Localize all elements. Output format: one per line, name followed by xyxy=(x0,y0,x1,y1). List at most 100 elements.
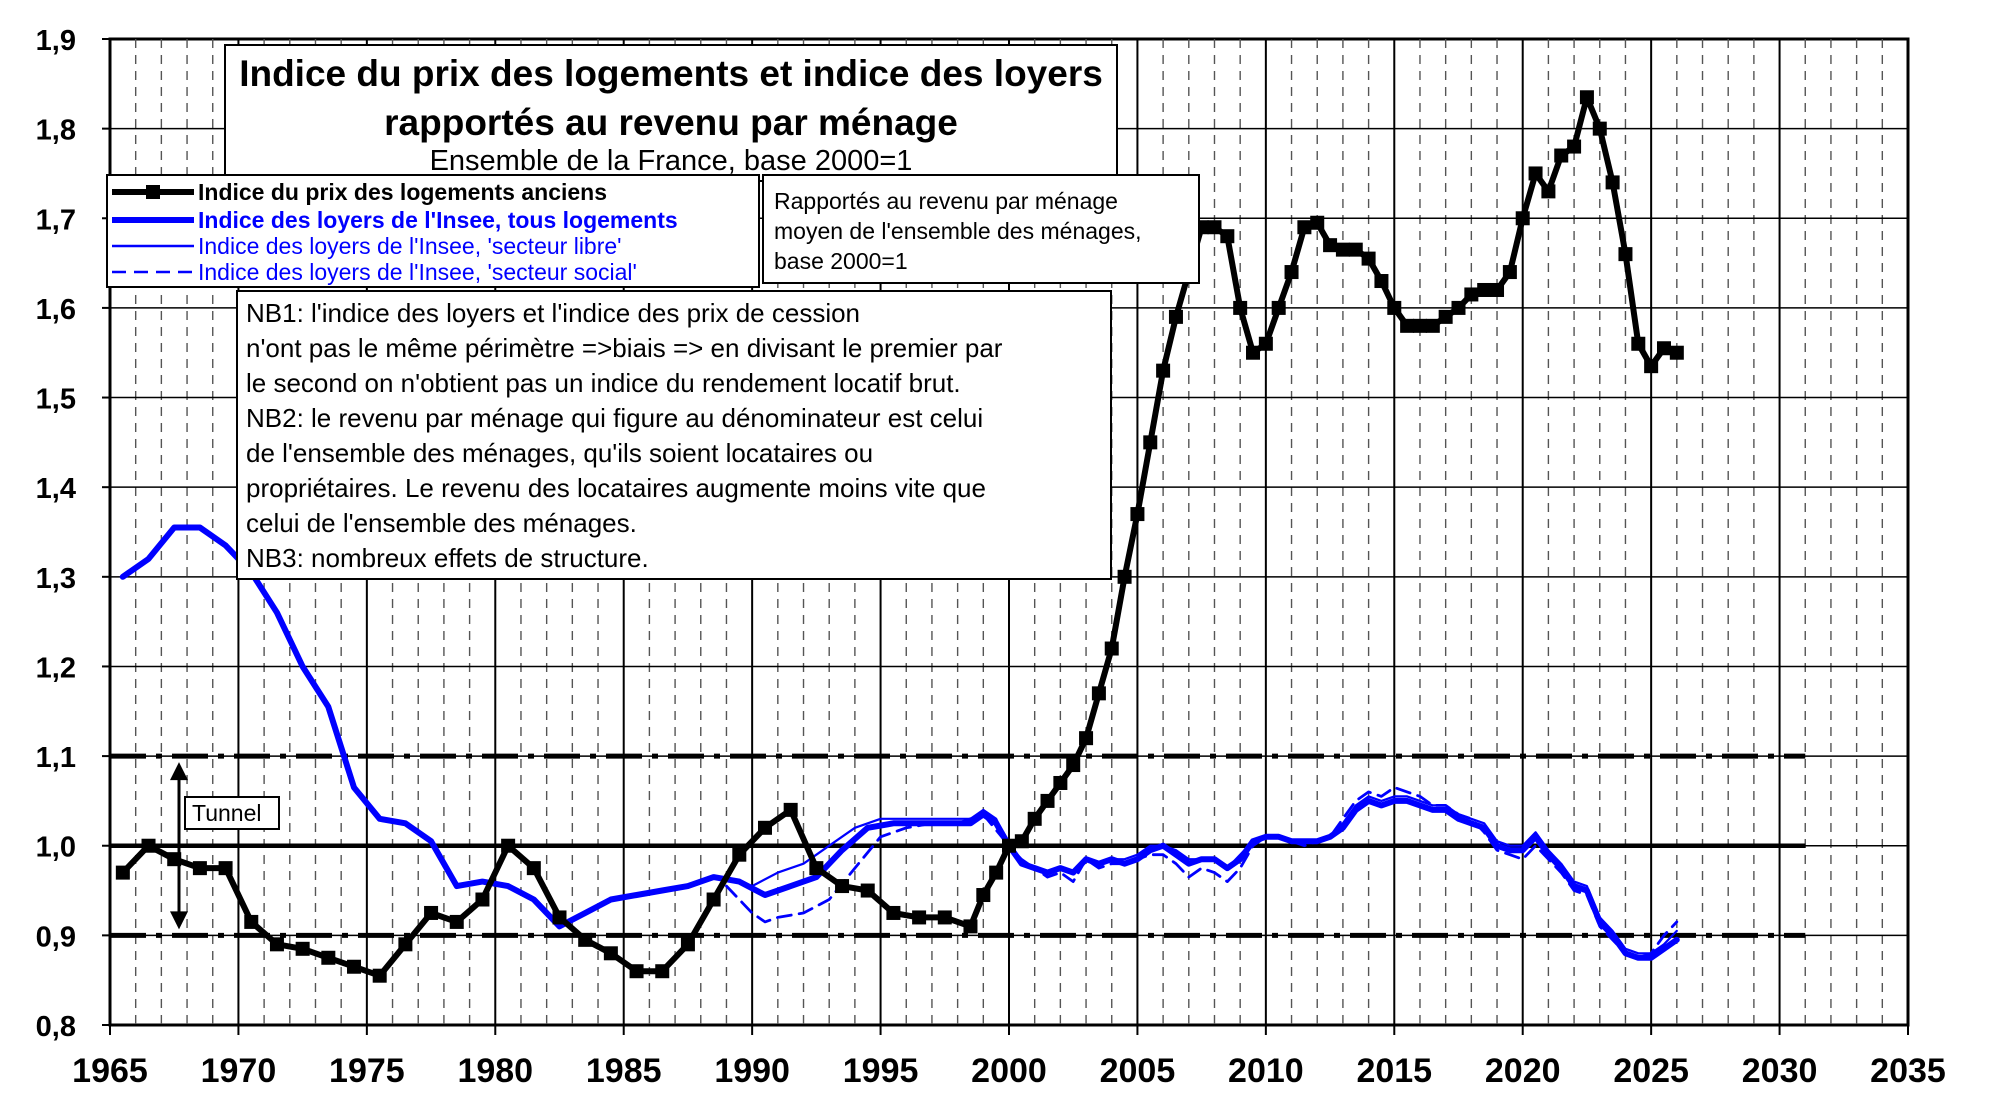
data-point-marker xyxy=(1425,318,1440,333)
note-line-1: NB1: l'indice des loyers et l'indice des… xyxy=(246,298,861,328)
note-line-7: celui de l'ensemble des ménages. xyxy=(246,508,637,538)
chart-subtitle: Ensemble de la France, base 2000=1 xyxy=(429,145,913,177)
data-point-marker xyxy=(115,865,130,880)
data-point-marker xyxy=(1156,363,1171,378)
data-point-marker xyxy=(757,820,772,835)
note-line-2: n'ont pas le même périmètre =>biais => e… xyxy=(246,333,1003,363)
data-point-marker xyxy=(1528,166,1543,181)
y-tick-label: 1,6 xyxy=(36,294,76,326)
chart-title-line-2: rapportés au revenu par ménage xyxy=(384,102,958,143)
data-point-marker xyxy=(1412,318,1427,333)
axes: 1965 1970 1975 1980 1985 1990 1995 2000 2005 2010… xyxy=(36,25,1946,1090)
x-tick-label: 2025 xyxy=(1613,1052,1689,1090)
x-tick-label: 1980 xyxy=(457,1052,533,1090)
title-box: Indice du prix des logements et indice d… xyxy=(224,44,1118,182)
data-point-marker xyxy=(1502,265,1517,280)
data-point-marker xyxy=(424,905,439,920)
data-point-marker xyxy=(1040,793,1055,808)
data-point-marker xyxy=(680,937,695,952)
x-tick-label: 1995 xyxy=(843,1052,919,1090)
y-tick-label: 1,2 xyxy=(36,652,76,684)
data-point-marker xyxy=(1554,148,1569,163)
note-line-6: propriétaires. Le revenu des locataires … xyxy=(246,473,986,503)
data-point-marker xyxy=(1297,220,1312,235)
data-point-marker xyxy=(372,968,387,983)
data-point-marker xyxy=(1220,229,1235,244)
data-point-marker xyxy=(192,861,207,876)
x-tick-label: 2030 xyxy=(1742,1052,1818,1090)
data-point-marker xyxy=(475,892,490,907)
data-point-marker xyxy=(1002,838,1016,853)
revenue-annotation: Rapportés au revenu par ménage moyen de … xyxy=(762,174,1200,284)
data-point-marker xyxy=(578,932,593,947)
legend-swatch-loyers-tous xyxy=(112,217,194,223)
y-tick-label: 1,3 xyxy=(36,563,76,595)
data-point-marker xyxy=(1400,318,1415,333)
data-point-marker xyxy=(295,941,310,956)
data-point-marker xyxy=(1053,775,1068,790)
tunnel-label: Tunnel xyxy=(184,796,280,830)
note-line-5: de l'ensemble des ménages, qu'ils soient… xyxy=(246,438,874,468)
data-point-marker xyxy=(809,861,824,876)
data-point-marker xyxy=(1656,341,1671,356)
data-point-marker xyxy=(1014,834,1029,849)
legend-label-prix: Indice du prix des logements anciens xyxy=(198,179,608,205)
tunnel-arrow-head-down xyxy=(170,911,188,930)
data-point-marker xyxy=(1027,811,1042,826)
data-point-marker xyxy=(1310,215,1325,230)
data-point-marker xyxy=(1348,242,1363,257)
data-point-marker xyxy=(835,879,850,894)
data-point-marker xyxy=(1361,251,1376,266)
data-point-marker xyxy=(1104,641,1119,656)
legend-label-loyers-libre: Indice des loyers de l'Insee, 'secteur l… xyxy=(198,233,622,259)
data-point-marker xyxy=(1143,435,1158,450)
data-point-marker xyxy=(1168,309,1183,324)
legend-entry-loyers-libre: Indice des loyers de l'Insee, 'secteur l… xyxy=(108,232,758,260)
data-point-marker xyxy=(1233,300,1248,315)
legend-entry-loyers-social: Indice des loyers de l'Insee, 'secteur s… xyxy=(108,258,758,286)
x-tick-label: 1970 xyxy=(201,1052,277,1090)
x-tick-label: 2005 xyxy=(1100,1052,1176,1090)
tunnel-arrow xyxy=(170,762,188,930)
data-point-marker xyxy=(1284,265,1299,280)
data-point-marker xyxy=(1605,175,1620,190)
data-point-marker xyxy=(1490,282,1505,297)
x-tick-label: 2035 xyxy=(1870,1052,1946,1090)
data-point-marker xyxy=(886,905,901,920)
data-point-marker xyxy=(1669,345,1684,360)
x-tick-label: 2000 xyxy=(971,1052,1047,1090)
data-point-marker xyxy=(1464,287,1479,302)
y-tick-label: 0,9 xyxy=(36,921,76,953)
x-tick-label: 1965 xyxy=(72,1052,148,1090)
data-point-marker xyxy=(1579,90,1594,105)
data-point-marker xyxy=(1592,121,1607,136)
y-tick-label: 1,8 xyxy=(36,115,76,147)
data-point-marker xyxy=(1091,686,1106,701)
revenue-annotation-line-1: Rapportés au revenu par ménage xyxy=(774,188,1118,214)
x-tick-label: 2010 xyxy=(1228,1052,1304,1090)
y-tick-label: 1,4 xyxy=(36,473,76,505)
data-point-marker xyxy=(655,964,670,979)
data-point-marker xyxy=(141,838,156,853)
data-point-marker xyxy=(1271,300,1286,315)
y-tick-label: 1,9 xyxy=(36,25,76,57)
data-point-marker xyxy=(1515,211,1530,226)
y-tick-label: 1,7 xyxy=(36,204,76,236)
data-point-marker xyxy=(526,861,541,876)
data-point-marker xyxy=(1258,336,1273,351)
data-point-marker xyxy=(449,914,464,929)
x-tick-label: 2020 xyxy=(1485,1052,1561,1090)
series-group xyxy=(115,90,1684,983)
data-point-marker xyxy=(1066,758,1081,773)
legend-entry-prix: Indice du prix des logements anciens xyxy=(108,178,758,206)
data-point-marker xyxy=(269,937,284,952)
data-point-marker xyxy=(603,946,618,961)
x-tick-label: 2015 xyxy=(1356,1052,1432,1090)
revenue-annotation-line-3: base 2000=1 xyxy=(774,248,908,274)
series-line-1 xyxy=(119,524,1680,961)
notes-box: NB1: l'indice des loyers et l'indice des… xyxy=(236,290,1112,580)
data-point-marker xyxy=(1117,569,1132,584)
y-tick-label: 1,1 xyxy=(36,742,76,774)
legend-swatch-prix xyxy=(112,185,194,199)
legend-swatch-loyers-libre xyxy=(112,244,194,248)
